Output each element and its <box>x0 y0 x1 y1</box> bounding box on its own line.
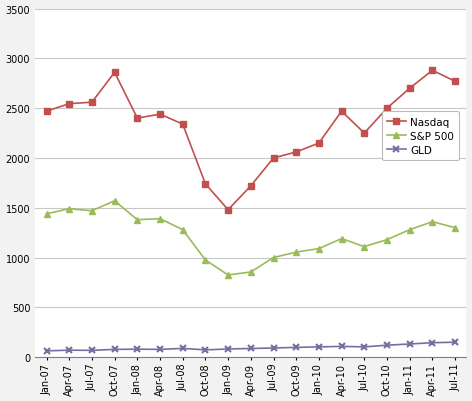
GLD <box>248 346 253 351</box>
GLD <box>430 340 435 345</box>
S&P 500 <box>112 199 118 204</box>
GLD <box>407 342 413 346</box>
S&P 500 <box>362 245 367 249</box>
Line: S&P 500: S&P 500 <box>43 198 459 279</box>
GLD <box>225 347 231 352</box>
S&P 500 <box>407 228 413 233</box>
Nasdaq <box>362 131 367 136</box>
S&P 500 <box>180 228 185 233</box>
S&P 500 <box>248 270 253 275</box>
GLD <box>157 347 163 352</box>
GLD <box>180 346 185 351</box>
GLD <box>452 340 458 345</box>
S&P 500 <box>225 273 231 277</box>
GLD <box>89 348 95 353</box>
GLD <box>44 348 50 353</box>
Nasdaq <box>180 122 185 127</box>
S&P 500 <box>430 220 435 225</box>
Nasdaq <box>430 69 435 73</box>
Line: Nasdaq: Nasdaq <box>44 68 458 213</box>
S&P 500 <box>452 226 458 231</box>
GLD <box>270 346 276 350</box>
Nasdaq <box>44 109 50 114</box>
S&P 500 <box>67 207 72 212</box>
S&P 500 <box>316 247 322 251</box>
GLD <box>135 347 140 352</box>
Nasdaq <box>157 112 163 117</box>
Nasdaq <box>316 141 322 146</box>
Nasdaq <box>225 208 231 213</box>
Nasdaq <box>135 116 140 121</box>
S&P 500 <box>89 209 95 214</box>
S&P 500 <box>157 217 163 222</box>
S&P 500 <box>270 255 276 260</box>
S&P 500 <box>339 237 345 241</box>
GLD <box>67 348 72 353</box>
Nasdaq <box>89 101 95 105</box>
GLD <box>384 343 390 348</box>
Nasdaq <box>270 156 276 161</box>
GLD <box>339 344 345 349</box>
Nasdaq <box>294 150 299 155</box>
S&P 500 <box>44 212 50 217</box>
S&P 500 <box>135 218 140 223</box>
S&P 500 <box>294 250 299 255</box>
Nasdaq <box>248 184 253 189</box>
Nasdaq <box>202 182 208 187</box>
GLD <box>294 345 299 350</box>
Nasdaq <box>384 107 390 111</box>
Nasdaq <box>407 87 413 91</box>
Nasdaq <box>339 109 345 114</box>
Line: GLD: GLD <box>43 339 459 354</box>
GLD <box>202 348 208 352</box>
GLD <box>316 344 322 349</box>
Nasdaq <box>67 102 72 107</box>
Nasdaq <box>452 80 458 85</box>
GLD <box>112 347 118 352</box>
Nasdaq <box>112 71 118 75</box>
S&P 500 <box>384 238 390 243</box>
S&P 500 <box>202 258 208 263</box>
Legend: Nasdaq, S&P 500, GLD: Nasdaq, S&P 500, GLD <box>382 112 459 161</box>
GLD <box>362 344 367 349</box>
